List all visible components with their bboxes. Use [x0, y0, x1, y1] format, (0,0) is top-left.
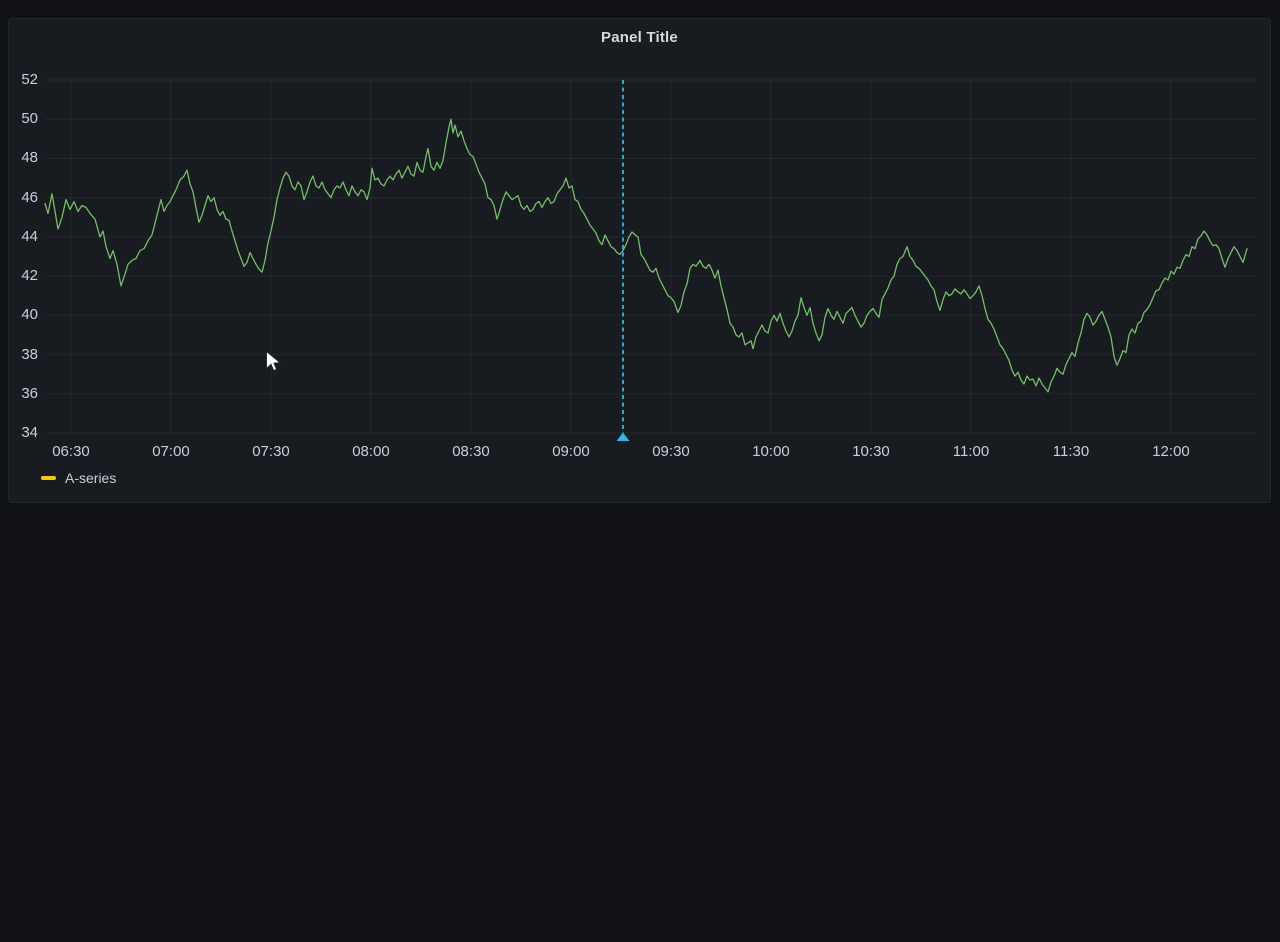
- x-tick-label: 11:00: [952, 443, 990, 460]
- y-tick-label: 44: [21, 228, 38, 245]
- x-tick-label: 08:30: [452, 443, 490, 460]
- x-tick-label: 07:00: [152, 443, 190, 460]
- x-tick-label: 07:30: [252, 443, 290, 460]
- x-tick-label: 10:30: [852, 443, 890, 460]
- x-tick-label: 12:00: [1152, 443, 1190, 460]
- series-line-a-series: [44, 118, 1248, 393]
- y-tick-label: 52: [21, 71, 38, 88]
- legend-series-swatch: [41, 476, 56, 480]
- time-series-plot[interactable]: [0, 0, 1280, 520]
- y-tick-label: 42: [21, 267, 38, 284]
- panel: [8, 18, 1271, 503]
- x-tick-label: 09:00: [552, 443, 590, 460]
- x-tick-label: 06:30: [52, 443, 90, 460]
- y-tick-label: 46: [21, 189, 38, 206]
- y-tick-label: 48: [21, 149, 38, 166]
- x-tick-label: 09:30: [652, 443, 690, 460]
- x-tick-label: 11:30: [1052, 443, 1090, 460]
- mouse-cursor: [266, 350, 282, 372]
- x-tick-label: 08:00: [352, 443, 390, 460]
- y-tick-label: 40: [21, 306, 38, 323]
- y-tick-label: 50: [21, 110, 38, 127]
- x-tick-label: 10:00: [752, 443, 790, 460]
- annotation-marker[interactable]: [616, 80, 630, 442]
- y-tick-label: 38: [21, 346, 38, 363]
- y-tick-label: 34: [21, 424, 38, 441]
- legend: A-series: [41, 469, 116, 487]
- legend-item-a-series[interactable]: A-series: [41, 469, 116, 487]
- y-tick-label: 36: [21, 385, 38, 402]
- legend-series-label: A-series: [65, 470, 117, 486]
- annotation-triangle-icon[interactable]: [616, 432, 630, 442]
- grid: [45, 79, 1256, 434]
- panel-title[interactable]: Panel Title: [601, 29, 678, 46]
